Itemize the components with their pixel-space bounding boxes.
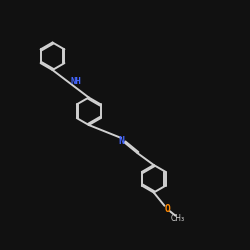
Text: O: O [164, 204, 170, 214]
Text: CH₃: CH₃ [171, 214, 185, 223]
Text: N: N [118, 136, 124, 146]
Text: NH: NH [71, 77, 82, 86]
